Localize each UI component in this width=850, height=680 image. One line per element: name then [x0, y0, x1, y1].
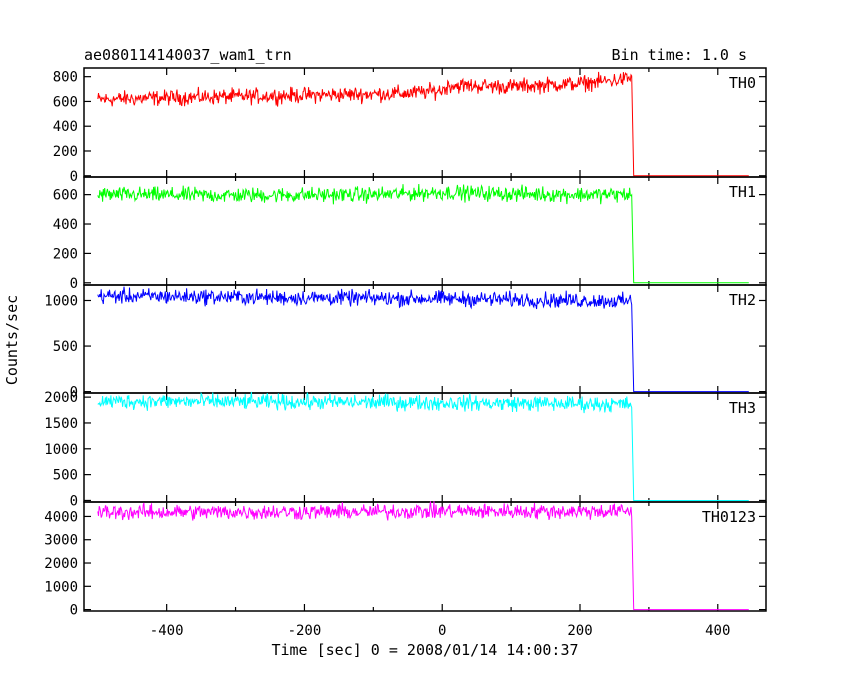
chart-title: ae080114140037_wam1_trn	[84, 46, 292, 64]
y-tick-label: 400	[53, 217, 78, 233]
x-tick-label: -400	[150, 623, 184, 639]
y-tick-label: 200	[53, 144, 78, 160]
y-tick-label: 400	[53, 119, 78, 135]
y-tick-label: 0	[70, 276, 78, 292]
y-tick-label: 0	[70, 603, 78, 619]
panel-label: TH3	[729, 399, 756, 417]
y-axis-label: Counts/sec	[3, 295, 21, 385]
panel-label: TH2	[729, 291, 756, 309]
y-tick-label: 3000	[44, 533, 78, 549]
x-tick-label: -200	[288, 623, 322, 639]
plot-area: 0 200 400 600 800 TH0 0 200 400 600 TH1 0 500 1000 TH2…	[44, 67, 767, 639]
y-tick-label: 2000	[44, 556, 78, 572]
panel-label: TH0	[729, 74, 756, 92]
series-line-th0	[97, 71, 749, 177]
y-tick-label: 0	[70, 385, 78, 401]
y-tick-label: 800	[53, 70, 78, 86]
series-line-th1	[97, 183, 749, 284]
y-tick-label: 1500	[44, 416, 78, 432]
x-tick-label: 400	[705, 623, 730, 639]
x-tick-label: 0	[438, 623, 446, 639]
y-tick-label: 4000	[44, 509, 78, 525]
x-axis-label: Time [sec] 0 = 2008/01/14 14:00:37	[271, 641, 578, 659]
panel-label: TH0123	[702, 508, 756, 526]
y-tick-label: 2000	[44, 390, 78, 406]
panel-frame	[83, 67, 767, 178]
panel-th2: 0 500 1000 TH2	[44, 284, 767, 401]
y-tick-label: 0	[70, 493, 78, 509]
y-tick-label: 600	[53, 188, 78, 204]
series-line-th3	[97, 391, 749, 501]
panel-th1: 0 200 400 600 TH1	[53, 176, 767, 292]
bin-time-label: Bin time: 1.0 s	[612, 46, 747, 64]
x-tick-label: 200	[567, 623, 592, 639]
y-tick-label: 1000	[44, 579, 78, 595]
y-tick-label: 500	[53, 468, 78, 484]
y-tick-label: 600	[53, 94, 78, 110]
panel-th0123: 0 1000 2000 3000 4000 TH0123	[44, 501, 767, 619]
y-tick-label: 1000	[44, 293, 78, 309]
y-tick-label: 200	[53, 246, 78, 262]
panel-th3: 0 500 1000 1500 2000 TH3	[44, 390, 767, 509]
y-tick-label: 500	[53, 339, 78, 355]
y-tick-label: 1000	[44, 442, 78, 458]
panel-label: TH1	[729, 183, 756, 201]
series-line-th0123	[97, 501, 749, 611]
panel-frame	[83, 501, 767, 612]
series-line-th2	[97, 286, 749, 393]
panel-th0: 0 200 400 600 800 TH0	[53, 67, 767, 185]
y-tick-label: 0	[70, 169, 78, 185]
